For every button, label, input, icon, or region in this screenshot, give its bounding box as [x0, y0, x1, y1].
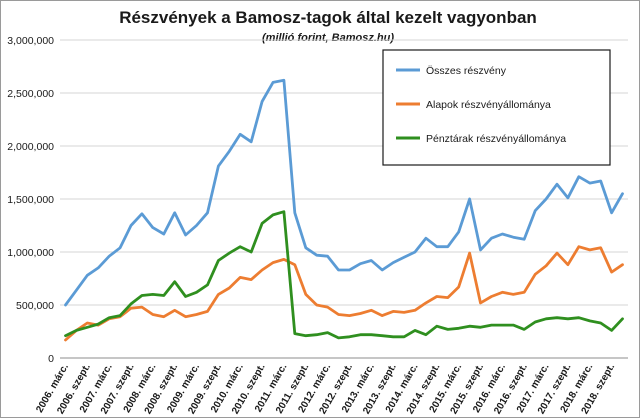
- y-axis-tick-labels: 0 500,000 1,000,000 1,500,000 2,000,000 2,500…: [7, 35, 54, 365]
- gridlines: [60, 39, 628, 306]
- line-osszes-reszveny: [64, 78, 624, 307]
- y-tick-label: 3,000,000: [7, 35, 54, 47]
- chart-subtitle: (millió forint, Bamosz.hu): [262, 32, 394, 44]
- y-tick-label: 1,500,000: [7, 194, 54, 206]
- chart-title: Részvények a Bamosz-tagok által kezelt v…: [119, 8, 537, 27]
- legend-label-osszes: Összes részvény: [426, 65, 507, 77]
- line-alapok-reszvenyallomanya: [64, 245, 624, 342]
- legend-label-penztarak: Pénztárak részvényállománya: [426, 133, 566, 145]
- legend-box: [382, 49, 611, 166]
- y-tick-label: 0: [48, 353, 54, 365]
- y-tick-label: 500,000: [16, 300, 54, 312]
- legend: Összes részvény Alapok részvényállománya…: [382, 49, 611, 166]
- y-tick-label: 2,000,000: [7, 141, 54, 153]
- y-tick-label: 2,500,000: [7, 88, 54, 100]
- series-lines: [64, 78, 624, 342]
- y-tick-label: 1,000,000: [7, 247, 54, 259]
- x-axis-tick-labels: 2006. márc.2006. szept.2007. márc.2007. …: [34, 362, 617, 416]
- line-penztarak-reszvenyallomanya: [64, 210, 624, 340]
- legend-label-alapok: Alapok részvényállománya: [426, 99, 551, 111]
